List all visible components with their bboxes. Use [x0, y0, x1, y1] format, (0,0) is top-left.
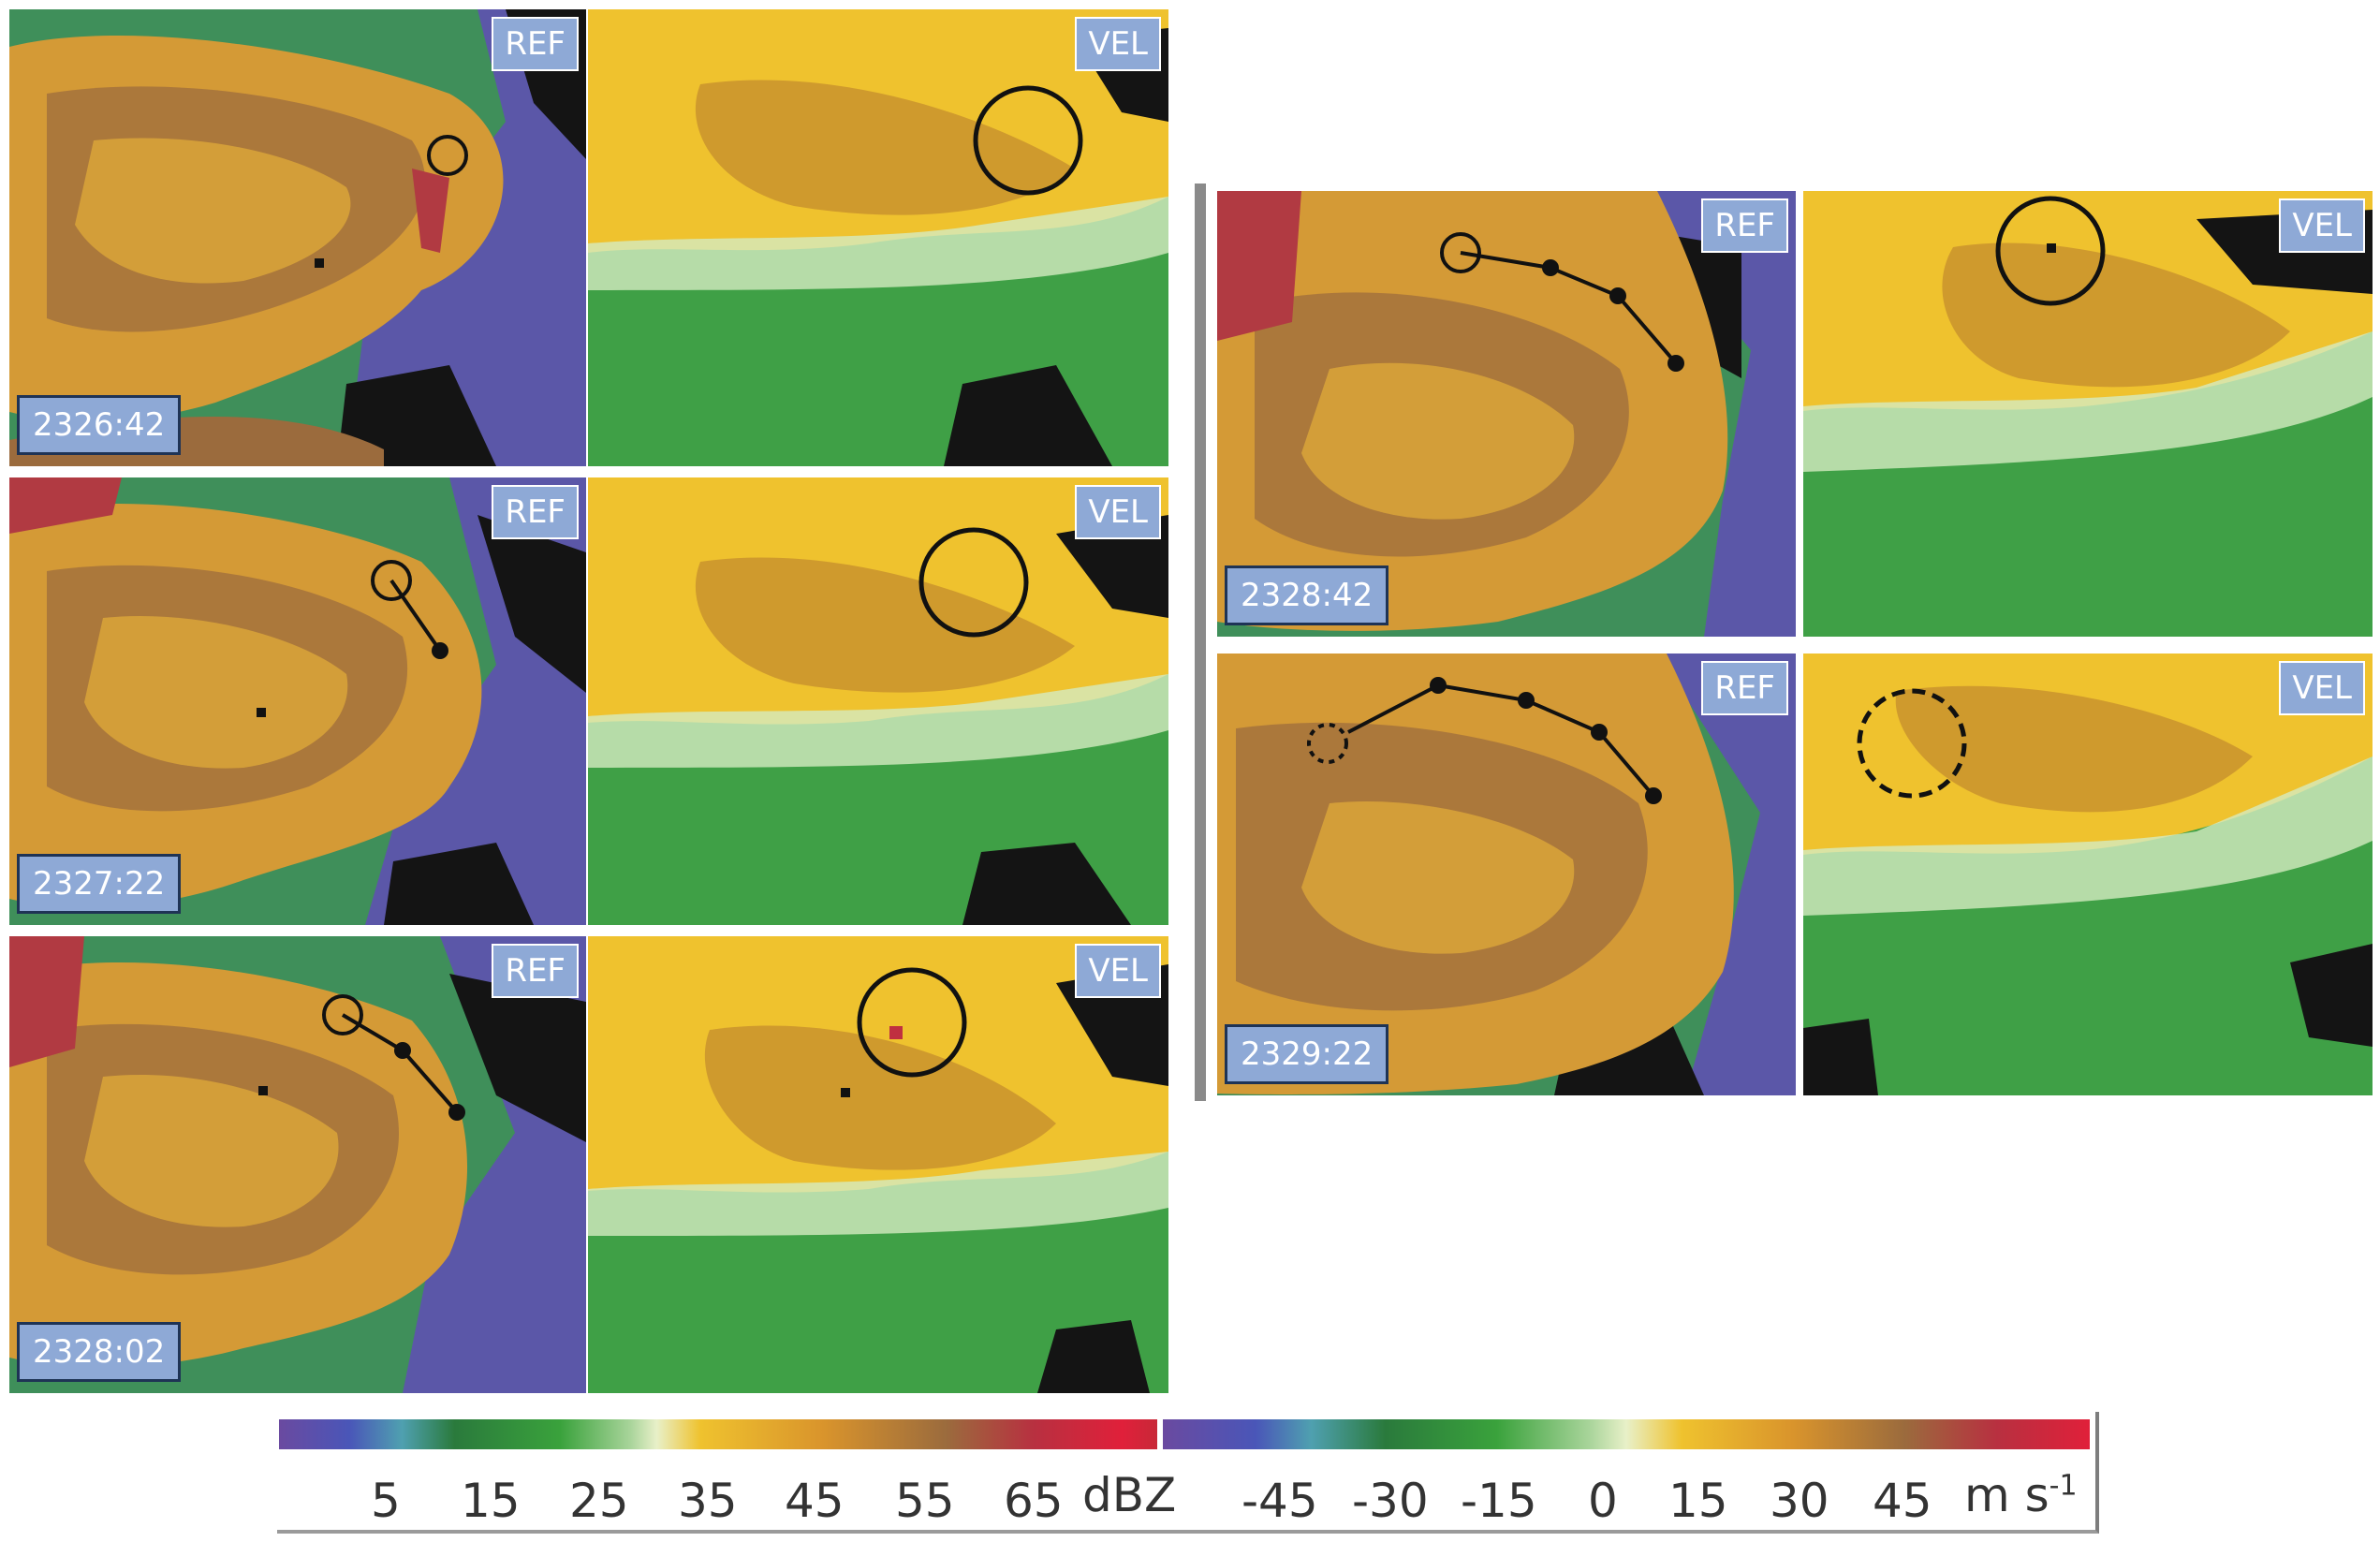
radar-velocity-image: [1803, 191, 2373, 637]
vel-tick-label: -15: [1461, 1474, 1537, 1528]
ref-tick-label: 15: [461, 1474, 521, 1528]
ref-panel-2329-22: REF 2329:22: [1217, 654, 1796, 1095]
vel-tick-label: -45: [1241, 1474, 1318, 1528]
panel-type-label: REF: [1701, 198, 1788, 253]
timestamp-label: 2326:42: [17, 395, 182, 455]
vel-tick-label: 15: [1668, 1474, 1728, 1528]
colorbar: 5 15 25 35 45 55 65 dBZ -45 -30 -15 0 15…: [277, 1412, 2099, 1534]
panel-type-label: VEL: [1075, 485, 1161, 539]
vel-tick-label: 45: [1873, 1474, 1932, 1528]
panel-type-label: VEL: [2279, 661, 2365, 715]
reflectivity-color-scale: [279, 1419, 1157, 1449]
radar-velocity-image: [588, 936, 1168, 1393]
timestamp-label: 2327:22: [17, 854, 182, 914]
radar-reflectivity-image: [1217, 191, 1796, 637]
radar-reflectivity-image: [1217, 654, 1796, 1095]
ref-panel-2326-42: REF 2326:42: [9, 9, 586, 466]
ref-tick-label: 35: [678, 1474, 738, 1528]
column-divider: [1195, 184, 1206, 1101]
vel-tick-label: -30: [1352, 1474, 1429, 1528]
panel-type-label: VEL: [1075, 17, 1161, 71]
vel-unit-label: m s-1: [1964, 1468, 2078, 1522]
ref-panel-2327-22: REF 2327:22: [9, 477, 586, 925]
ref-tick-label: 25: [569, 1474, 629, 1528]
vel-unit-exponent: -1: [2049, 1469, 2078, 1503]
ref-tick-label: 55: [895, 1474, 955, 1528]
ref-panel-2328-02: REF 2328:02: [9, 936, 586, 1393]
velocity-color-scale: [1163, 1419, 2090, 1449]
panel-type-label: VEL: [2279, 198, 2365, 253]
vel-panel-2327-22: VEL: [588, 477, 1168, 925]
ref-tick-label: 5: [371, 1474, 401, 1528]
ref-tick-label: 45: [785, 1474, 845, 1528]
panel-type-label: VEL: [1075, 944, 1161, 998]
radar-velocity-image: [588, 9, 1168, 466]
vel-tick-label: 0: [1588, 1474, 1618, 1528]
vel-panel-2328-02: VEL: [588, 936, 1168, 1393]
radar-reflectivity-image: [9, 477, 586, 925]
vel-panel-2329-22: VEL: [1803, 654, 2373, 1095]
radar-reflectivity-image: [9, 936, 586, 1393]
vel-unit-base: m s: [1964, 1468, 2049, 1522]
radar-velocity-image: [1803, 654, 2373, 1095]
vel-panel-2326-42: VEL: [588, 9, 1168, 466]
timestamp-label: 2329:22: [1225, 1024, 1389, 1084]
panel-type-label: REF: [492, 17, 579, 71]
panel-type-label: REF: [492, 485, 579, 539]
radar-velocity-image: [588, 477, 1168, 925]
ref-tick-label: 65: [1004, 1474, 1064, 1528]
timestamp-label: 2328:42: [1225, 565, 1389, 625]
ref-panel-2328-42: REF 2328:42: [1217, 191, 1796, 637]
vel-panel-2328-42: VEL: [1803, 191, 2373, 637]
vel-tick-label: 30: [1770, 1474, 1829, 1528]
timestamp-label: 2328:02: [17, 1322, 182, 1382]
panel-type-label: REF: [492, 944, 579, 998]
ref-unit-label: dBZ: [1082, 1468, 1177, 1522]
panel-type-label: REF: [1701, 661, 1788, 715]
